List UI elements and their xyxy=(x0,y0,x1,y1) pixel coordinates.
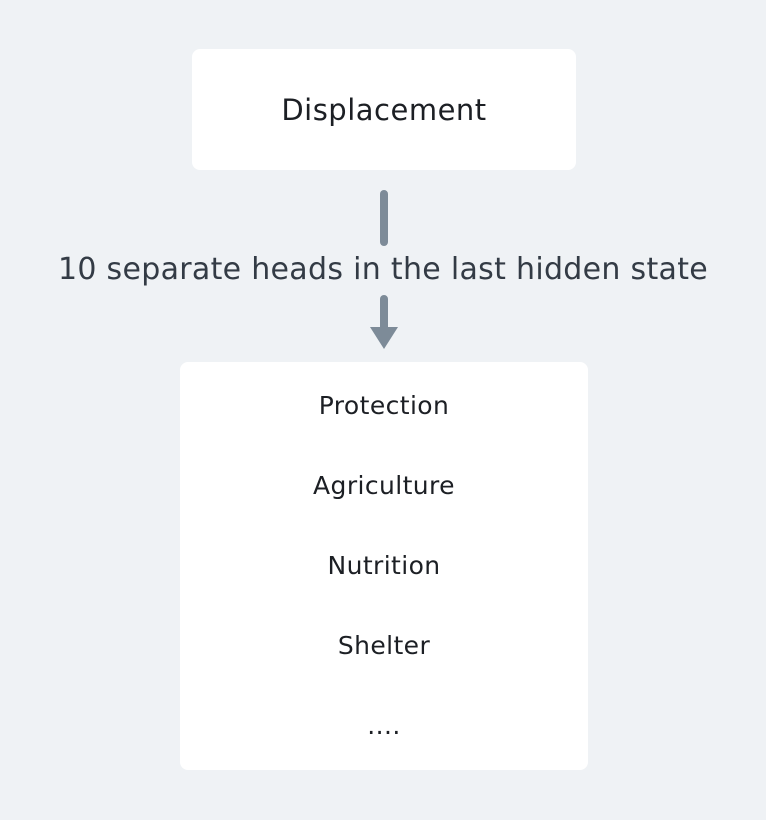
heads-box: Protection Agriculture Nutrition Shelter… xyxy=(180,362,588,770)
connector-label: 10 separate heads in the last hidden sta… xyxy=(57,252,709,287)
arrow-down-icon xyxy=(370,327,398,349)
head-item-agriculture: Agriculture xyxy=(313,471,455,500)
head-item-ellipsis: .... xyxy=(367,711,401,740)
head-item-shelter: Shelter xyxy=(337,631,431,660)
arrow-shaft xyxy=(380,295,388,331)
connector-line xyxy=(380,190,388,246)
source-node-box: Displacement xyxy=(192,49,576,170)
head-item-protection: Protection xyxy=(318,391,450,420)
head-item-nutrition: Nutrition xyxy=(327,551,441,580)
source-node-label: Displacement xyxy=(281,92,487,127)
